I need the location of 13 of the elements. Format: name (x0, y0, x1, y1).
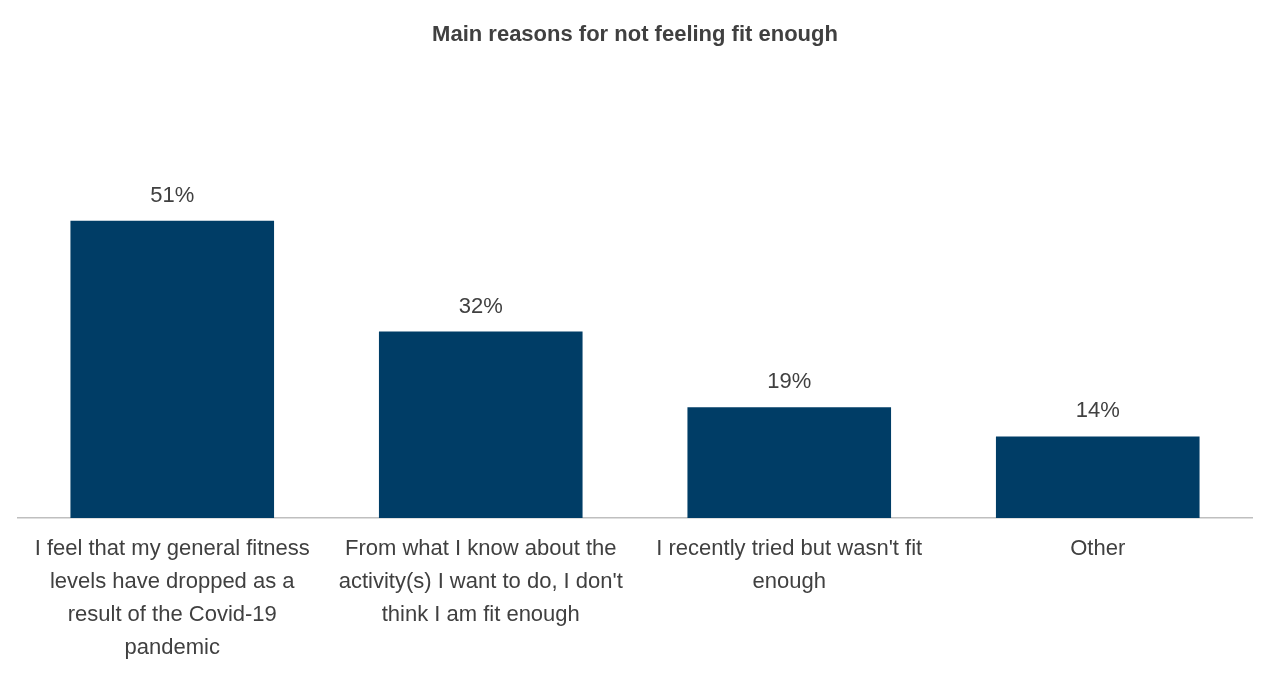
data-label: 14% (1075, 397, 1120, 423)
x-tick-label: I feel that my general fitness levels have dropped as a result of the Covid-19 pandemic (34, 534, 310, 659)
chart-title: Main reasons for not feeling fit enough (432, 21, 838, 47)
bar (70, 220, 275, 518)
bar (995, 436, 1200, 518)
x-tick-label: Other (1070, 534, 1126, 560)
bar (687, 407, 892, 518)
data-label: 51% (150, 181, 195, 207)
x-tick-label: I recently tried but wasn't fit enough (656, 534, 923, 593)
data-label: 19% (767, 368, 812, 394)
data-label: 32% (458, 292, 503, 318)
bar (378, 331, 583, 518)
x-tick-label: From what I know about the activity(s) I want to do, I don't think I am fit enough (338, 534, 623, 626)
